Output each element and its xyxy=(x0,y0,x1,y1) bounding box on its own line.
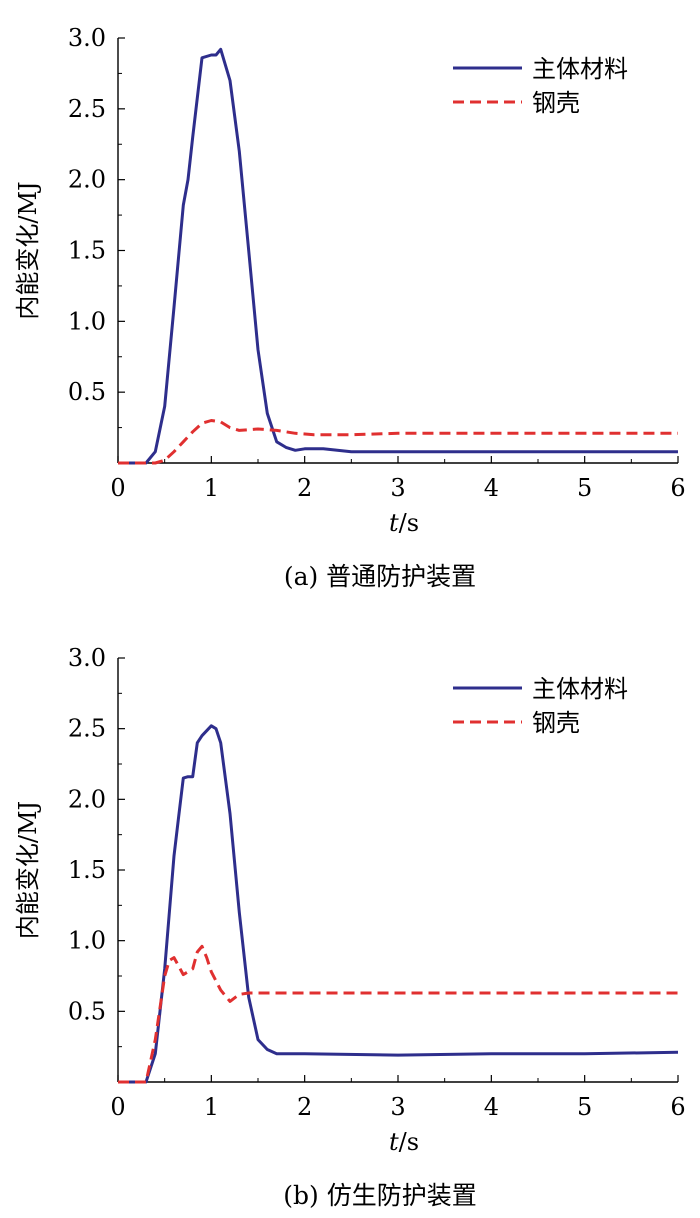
y-tick-label: 2.5 xyxy=(68,95,106,123)
series-line-steel-shell xyxy=(118,419,678,465)
x-axis-label-var: t xyxy=(389,1128,399,1156)
y-tick-label: 3.0 xyxy=(68,644,106,672)
x-tick-label: 1 xyxy=(204,1093,219,1121)
series-line-steel-shell xyxy=(118,944,678,1084)
x-axis-label-var: t xyxy=(389,509,399,537)
y-tick-label: 1.5 xyxy=(68,856,106,884)
y-tick-label: 2.0 xyxy=(68,166,106,194)
x-tick-label: 3 xyxy=(390,474,405,502)
x-axis-label: t/s xyxy=(389,509,419,537)
legend-label: 主体材料 xyxy=(532,675,628,703)
x-tick-label: 5 xyxy=(577,1093,592,1121)
legend-label: 钢壳 xyxy=(532,89,580,117)
x-axis-label-unit: /s xyxy=(399,509,419,537)
x-tick-label: 6 xyxy=(670,1093,685,1121)
y-tick-label: 1.0 xyxy=(68,927,106,955)
y-tick-label: 2.0 xyxy=(68,785,106,813)
chart-caption: (b) 仿生防护装置 xyxy=(283,1181,476,1210)
x-axis-label-unit: /s xyxy=(399,1128,419,1156)
legend-label: 主体材料 xyxy=(532,55,628,83)
chart-b: 0 1 2 3 4 5 6 0.5 1.0 1.5 2.0 2.5 3.0 内能变化/MJ t/s (b) 仿… xyxy=(14,644,686,1210)
y-tick-label: 1.5 xyxy=(68,237,106,265)
x-tick-label: 4 xyxy=(484,1093,499,1121)
y-tick-label: 3.0 xyxy=(68,24,106,52)
x-tick-label: 0 xyxy=(110,474,125,502)
x-tick-label: 1 xyxy=(204,474,219,502)
x-tick-label: 4 xyxy=(484,474,499,502)
y-axis-label: 内能变化/MJ xyxy=(14,801,42,939)
chart-caption: (a) 普通防护装置 xyxy=(284,562,476,591)
x-tick-label: 2 xyxy=(297,1093,312,1121)
y-tick-label: 2.5 xyxy=(68,715,106,743)
x-tick-label: 0 xyxy=(110,1093,125,1121)
y-tick-label: 1.0 xyxy=(68,307,106,335)
y-axis-label: 内能变化/MJ xyxy=(14,181,42,319)
chart-a: 0 1 2 3 4 5 6 0.5 1.0 1.5 2.0 2.5 3.0 内能变化/MJ t/s (a) 普… xyxy=(14,24,686,591)
legend-label: 钢壳 xyxy=(532,709,580,737)
x-axis-label: t/s xyxy=(389,1128,419,1156)
y-tick-label: 0.5 xyxy=(68,997,106,1025)
x-tick-label: 5 xyxy=(577,474,592,502)
x-tick-label: 2 xyxy=(297,474,312,502)
series-line-main-material xyxy=(118,724,679,1084)
x-tick-label: 6 xyxy=(670,474,685,502)
x-tick-label: 3 xyxy=(390,1093,405,1121)
y-tick-label: 0.5 xyxy=(68,378,106,406)
series-line-main-material xyxy=(118,47,678,465)
